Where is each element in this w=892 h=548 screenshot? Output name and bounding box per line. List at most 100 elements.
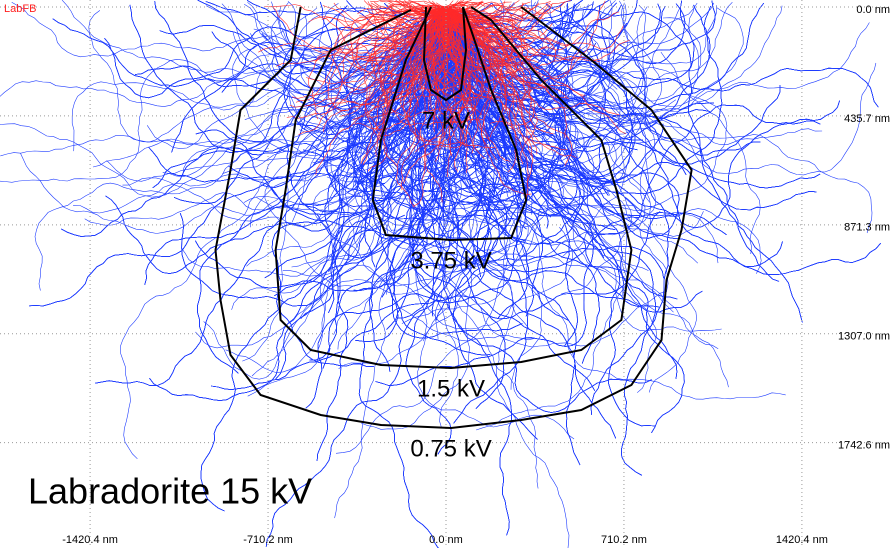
- trajectory: [351, 6, 664, 279]
- contour-label: 3.75 kV: [410, 247, 491, 274]
- trajectory: [369, 6, 608, 221]
- trajectory: [210, 6, 503, 390]
- trajectory: [445, 0, 571, 62]
- trajectory: [432, 6, 511, 162]
- trajectory: [366, 6, 471, 118]
- trajectory: [382, 0, 448, 52]
- contour-line: [422, 6, 468, 102]
- y-tick-label: 1307.0 nm: [838, 331, 890, 343]
- x-tick-label: -1420.4 nm: [62, 534, 118, 546]
- trajectory: [445, 6, 698, 393]
- trajectory: [419, 6, 616, 439]
- trajectory: [402, 3, 445, 8]
- trajectory: [338, 6, 463, 76]
- trajectory: [389, 5, 449, 19]
- trajectory: [274, 6, 447, 297]
- trajectory: [445, 6, 570, 61]
- trajectory: [244, 4, 446, 63]
- trajectory: [445, 6, 616, 106]
- trajectory: [398, 0, 446, 17]
- trajectory: [321, 6, 447, 23]
- contour-line: [371, 6, 528, 242]
- trajectory: [445, 3, 686, 66]
- trajectory: [444, 6, 528, 35]
- trajectory: [444, 5, 622, 88]
- trajectory: [413, 6, 444, 81]
- trajectory: [322, 6, 462, 369]
- trajectory: [444, 6, 517, 120]
- trajectory: [404, 6, 621, 193]
- trajectory: [421, 6, 574, 220]
- trajectory: [444, 6, 458, 157]
- x-tick-label: 710.2 nm: [601, 534, 647, 546]
- trajectory: [437, 6, 728, 214]
- contour-line: [274, 6, 633, 370]
- trajectory: [312, 6, 536, 342]
- trajectory: [362, 6, 445, 165]
- trajectory: [0, 6, 448, 157]
- contour-label: 0.75 kV: [410, 435, 491, 462]
- trajectory: [61, 0, 448, 99]
- trajectory: [392, 6, 448, 142]
- trajectory: [0, 6, 448, 198]
- trajectory: [52, 6, 444, 99]
- trajectory: [442, 7, 638, 164]
- trajectory: [440, 6, 517, 113]
- trajectory: [442, 6, 553, 72]
- trajectory: [428, 6, 447, 162]
- trajectory: [134, 6, 449, 88]
- trajectory: [408, 3, 636, 180]
- trajectory: [400, 6, 454, 101]
- trajectory: [350, 6, 446, 72]
- trajectory: [444, 0, 609, 55]
- trajectory: [305, 6, 529, 409]
- trajectory: [446, 2, 524, 50]
- trajectory: [289, 6, 451, 108]
- x-tick-label: 1420.4 nm: [776, 534, 828, 546]
- trajectory: [355, 6, 444, 65]
- trajectory: [0, 6, 447, 107]
- y-tick-label: 435.7 nm: [844, 113, 890, 125]
- trajectory: [401, 6, 449, 191]
- trajectory: [387, 6, 574, 330]
- trajectory: [395, 0, 444, 13]
- trajectory: [367, 6, 444, 172]
- trajectory: [443, 6, 500, 142]
- trajectory: [444, 6, 678, 300]
- trajectory: [381, 6, 447, 102]
- x-tick-label: 0.0 nm: [429, 534, 463, 546]
- trajectory: [448, 4, 511, 21]
- trajectory: [306, 6, 447, 84]
- trajectory: [447, 0, 606, 78]
- trajectory: [129, 4, 446, 156]
- trajectory: [446, 6, 528, 22]
- trajectory: [315, 6, 448, 62]
- trajectory: [0, 6, 448, 183]
- sample-label: LabFB: [4, 3, 36, 15]
- trajectory: [444, 1, 551, 20]
- trajectory: [265, 6, 459, 547]
- trajectory: [446, 6, 761, 156]
- y-tick-label: 871.3 nm: [844, 222, 890, 234]
- trajectory: [405, 6, 564, 455]
- trajectory: [363, 6, 449, 131]
- trajectory: [439, 3, 569, 138]
- trajectory: [146, 6, 449, 149]
- contour-label: 7 kV: [422, 107, 470, 134]
- trajectory: [409, 6, 652, 413]
- trajectory: [446, 6, 547, 89]
- trajectory: [447, 1, 483, 8]
- trajectory: [436, 6, 486, 102]
- contour-label: 1.5 kV: [417, 375, 485, 402]
- trajectory: [444, 6, 821, 236]
- y-tick-label: 1742.6 nm: [838, 440, 890, 452]
- trajectory: [152, 6, 448, 189]
- trajectory: [386, 6, 471, 126]
- trajectory: [171, 6, 449, 153]
- trajectory: [442, 1, 630, 61]
- trajectory: [444, 6, 577, 158]
- trajectory: [395, 6, 450, 208]
